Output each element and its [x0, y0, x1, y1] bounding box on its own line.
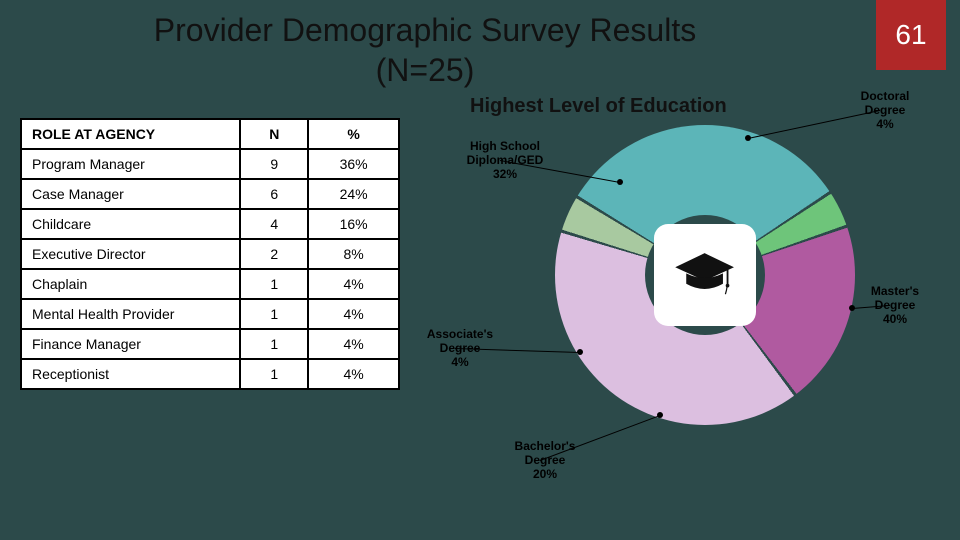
cell-n: 1: [240, 269, 308, 299]
slide-title-block: Provider Demographic Survey Results (N=2…: [0, 10, 850, 90]
table-row: Receptionist14%: [21, 359, 399, 389]
page-number: 61: [895, 19, 926, 51]
role-table: ROLE AT AGENCY N % Program Manager936%Ca…: [20, 118, 400, 390]
col-percent: %: [308, 119, 399, 149]
chart-center-icon-box: [654, 224, 756, 326]
table-row: Chaplain14%: [21, 269, 399, 299]
cell-n: 2: [240, 239, 308, 269]
cell-percent: 8%: [308, 239, 399, 269]
cell-role: Case Manager: [21, 179, 240, 209]
cell-percent: 16%: [308, 209, 399, 239]
table-row: Finance Manager14%: [21, 329, 399, 359]
cell-percent: 36%: [308, 149, 399, 179]
col-role: ROLE AT AGENCY: [21, 119, 240, 149]
cell-percent: 24%: [308, 179, 399, 209]
table-head: ROLE AT AGENCY N %: [21, 119, 399, 149]
graduation-cap-icon: [674, 244, 735, 305]
cell-percent: 4%: [308, 269, 399, 299]
cell-n: 4: [240, 209, 308, 239]
cell-percent: 4%: [308, 359, 399, 389]
table-row: Case Manager624%: [21, 179, 399, 209]
cell-n: 1: [240, 329, 308, 359]
table-row: Childcare416%: [21, 209, 399, 239]
cell-role: Childcare: [21, 209, 240, 239]
col-n: N: [240, 119, 308, 149]
donut-segment-label: Master'sDegree40%: [850, 285, 940, 326]
donut-segment-label: DoctoralDegree4%: [840, 90, 930, 131]
page-number-box: 61: [876, 0, 946, 70]
cell-role: Program Manager: [21, 149, 240, 179]
title-line-2: (N=25): [0, 50, 850, 90]
cell-role: Finance Manager: [21, 329, 240, 359]
cell-role: Mental Health Provider: [21, 299, 240, 329]
table-row: Program Manager936%: [21, 149, 399, 179]
cell-role: Receptionist: [21, 359, 240, 389]
cell-n: 1: [240, 359, 308, 389]
cell-percent: 4%: [308, 329, 399, 359]
table-body: Program Manager936%Case Manager624%Child…: [21, 149, 399, 389]
education-donut-chart: [555, 125, 855, 425]
cell-percent: 4%: [308, 299, 399, 329]
cell-n: 9: [240, 149, 308, 179]
title-line-1: Provider Demographic Survey Results: [0, 10, 850, 50]
cell-n: 6: [240, 179, 308, 209]
table-row: Executive Director28%: [21, 239, 399, 269]
cell-role: Chaplain: [21, 269, 240, 299]
chart-title: Highest Level of Education: [470, 95, 850, 118]
cell-role: Executive Director: [21, 239, 240, 269]
cell-n: 1: [240, 299, 308, 329]
table-row: Mental Health Provider14%: [21, 299, 399, 329]
